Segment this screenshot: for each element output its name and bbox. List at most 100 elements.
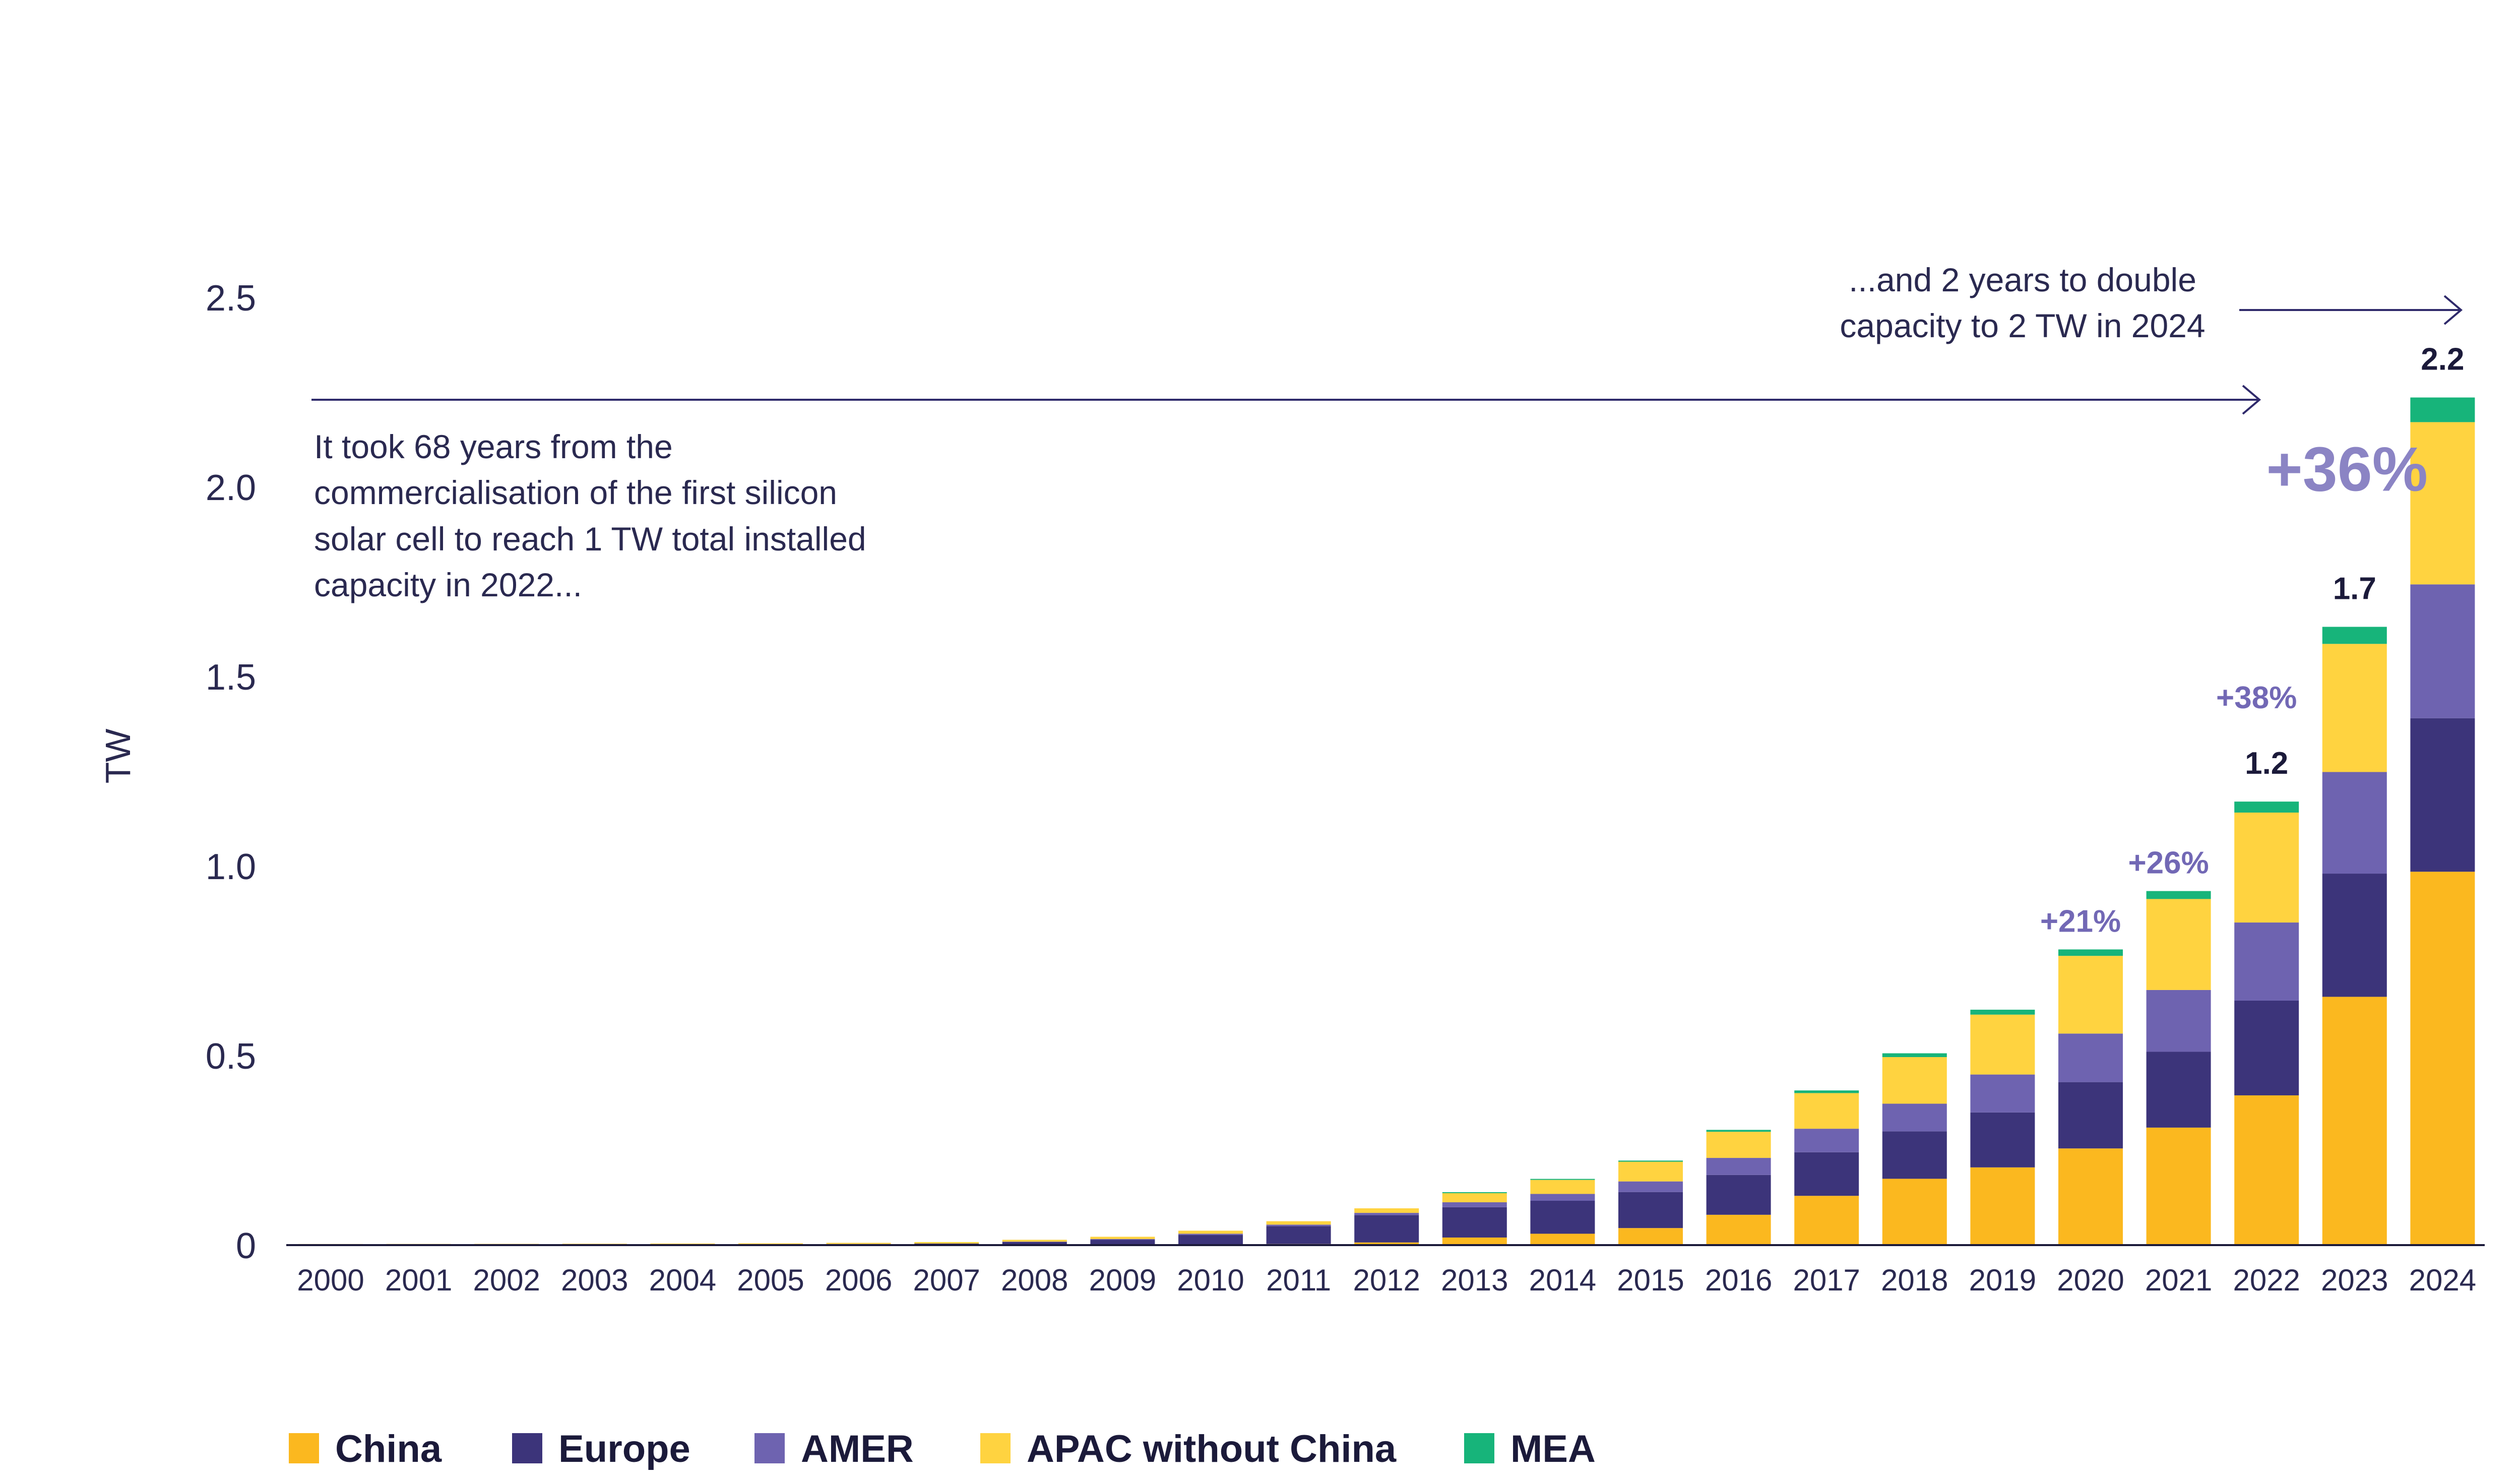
left-note-line-3: solar cell to reach 1 TW total installed (314, 520, 866, 558)
bar-2009-amer (1090, 1239, 1155, 1240)
left-arrow-head (2242, 385, 2261, 415)
right-annotation: ...and 2 years to double capacity to 2 T… (1840, 261, 2463, 344)
bar-2019-apac-without-china (1970, 1014, 2035, 1075)
y-tick-label-2-0: 2.0 (206, 468, 256, 508)
x-tick-label-2003: 2003 (561, 1263, 628, 1297)
bar-2023-europe (2322, 874, 2387, 997)
bar-2016-china (1706, 1214, 1771, 1245)
x-tick-label-2020: 2020 (2057, 1263, 2124, 1297)
bar-2017-china (1794, 1196, 1859, 1245)
bar-2020-mea (2058, 949, 2123, 956)
bar-2007-apac-without-china (914, 1242, 979, 1244)
bar-2015-mea (1618, 1160, 1683, 1162)
x-tick-label-2001: 2001 (385, 1263, 452, 1297)
bar-2024-mea (2410, 397, 2475, 422)
left-note-line-1: It took 68 years from the (314, 428, 673, 465)
bar-2012-apac-without-china (1354, 1208, 1419, 1213)
bar-2020-apac-without-china (2058, 956, 2123, 1034)
bar-2021-mea (2146, 891, 2211, 899)
bar-2022-amer (2234, 922, 2299, 1001)
legend-item-mea: MEA (1464, 1428, 1596, 1470)
bar-2014-apac-without-china (1530, 1180, 1595, 1194)
legend-swatch-apac (980, 1433, 1011, 1463)
legend-item-amer: AMER (754, 1428, 914, 1470)
legend-label-mea: MEA (1510, 1428, 1596, 1470)
bar-2018-china (1882, 1179, 1947, 1245)
total-label-2024: 2.2 (2421, 342, 2464, 377)
bar-2010-apac-without-china (1178, 1230, 1243, 1234)
bar-2016-mea (1706, 1130, 1771, 1132)
x-tick-label-2002: 2002 (473, 1263, 540, 1297)
bar-2012-europe (1354, 1215, 1419, 1243)
growth-label-2022: +38% (2216, 681, 2297, 715)
bar-2016-apac-without-china (1706, 1132, 1771, 1158)
legend-item-europe: Europe (512, 1428, 690, 1470)
growth-label-2020: +21% (2040, 904, 2121, 939)
legend: China Europe AMER APAC without China MEA (289, 1428, 1596, 1470)
bar-2004-apac-without-china (650, 1243, 715, 1245)
legend-label-apac: APAC without China (1027, 1428, 1397, 1470)
x-tick-label-2018: 2018 (1881, 1263, 1948, 1297)
x-tick-label-2009: 2009 (1089, 1263, 1156, 1297)
bar-2015-china (1618, 1228, 1683, 1245)
x-tick-label-2004: 2004 (649, 1263, 716, 1297)
y-tick-label-0-5: 0.5 (206, 1036, 256, 1077)
bar-2010-europe (1178, 1235, 1243, 1245)
x-tick-label-2000: 2000 (297, 1263, 364, 1297)
right-note-line-2: capacity to 2 TW in 2024 (1840, 307, 2205, 344)
bar-2006-apac-without-china (826, 1243, 891, 1244)
bar-2017-mea (1794, 1090, 1859, 1093)
legend-swatch-china (289, 1433, 319, 1463)
bar-2009-apac-without-china (1090, 1237, 1155, 1239)
total-label-2023: 1.7 (2333, 571, 2376, 606)
bar-2016-amer (1706, 1158, 1771, 1175)
x-tick-label-2023: 2023 (2321, 1263, 2388, 1297)
bar-2024-amer (2410, 584, 2475, 718)
bar-2022-mea (2234, 802, 2299, 813)
bar-2021-europe (2146, 1052, 2211, 1128)
legend-item-apac: APAC without China (980, 1428, 1397, 1470)
bar-2015-europe (1618, 1192, 1683, 1228)
x-tick-label-2014: 2014 (1529, 1263, 1596, 1297)
bar-2013-europe (1442, 1207, 1507, 1238)
y-tick-label-1-5: 1.5 (206, 657, 256, 698)
bar-2014-mea (1530, 1179, 1595, 1180)
left-note-line-4: capacity in 2022... (314, 566, 582, 603)
x-tick-label-2010: 2010 (1177, 1263, 1244, 1297)
x-tick-label-2011: 2011 (1266, 1263, 1331, 1297)
x-tick-label-2021: 2021 (2145, 1263, 2212, 1297)
y-axis: 0 0.5 1.0 1.5 2.0 2.5 (206, 278, 256, 1266)
bar-2024-china (2410, 872, 2475, 1245)
bar-2018-mea (1882, 1053, 1947, 1058)
bar-2014-amer (1530, 1194, 1595, 1201)
bar-2012-amer (1354, 1213, 1419, 1215)
bar-2015-amer (1618, 1181, 1683, 1192)
legend-label-china: China (335, 1428, 442, 1470)
right-arrow-head (2443, 295, 2463, 325)
legend-swatch-europe (512, 1433, 542, 1463)
bar-2008-europe (1002, 1242, 1067, 1245)
bar-2020-europe (2058, 1082, 2123, 1149)
bar-2012-china (1354, 1242, 1419, 1245)
bar-2013-apac-without-china (1442, 1193, 1507, 1203)
bar-2017-apac-without-china (1794, 1093, 1859, 1129)
x-tick-label-2016: 2016 (1705, 1263, 1772, 1297)
y-tick-label-1-0: 1.0 (206, 847, 256, 887)
left-annotation: It took 68 years from the commercialisat… (311, 385, 2261, 603)
bar-2011-amer (1266, 1224, 1331, 1226)
x-tick-label-2005: 2005 (737, 1263, 804, 1297)
bar-2016-europe (1706, 1175, 1771, 1215)
bar-2010-amer (1178, 1234, 1243, 1235)
bar-2008-apac-without-china (1002, 1240, 1067, 1242)
x-tick-label-2007: 2007 (913, 1263, 980, 1297)
bar-2023-china (2322, 997, 2387, 1245)
legend-item-china: China (289, 1428, 442, 1470)
bar-2019-mea (1970, 1010, 2035, 1015)
x-tick-label-2017: 2017 (1793, 1263, 1860, 1297)
bar-2022-europe (2234, 1000, 2299, 1095)
bar-2018-europe (1882, 1131, 1947, 1179)
y-axis-label: TW (98, 729, 138, 784)
bar-2018-apac-without-china (1882, 1057, 1947, 1104)
bar-2011-apac-without-china (1266, 1221, 1331, 1225)
